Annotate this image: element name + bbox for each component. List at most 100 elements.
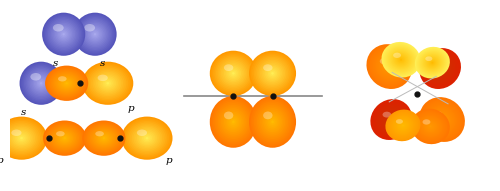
Ellipse shape xyxy=(382,42,420,78)
Ellipse shape xyxy=(422,51,458,86)
Ellipse shape xyxy=(101,78,114,89)
Ellipse shape xyxy=(426,55,454,82)
Ellipse shape xyxy=(414,111,448,142)
Ellipse shape xyxy=(418,116,442,137)
Ellipse shape xyxy=(37,79,46,87)
Ellipse shape xyxy=(383,43,419,76)
Ellipse shape xyxy=(430,125,432,127)
Ellipse shape xyxy=(213,54,254,93)
Ellipse shape xyxy=(79,18,111,50)
Ellipse shape xyxy=(92,70,123,96)
Ellipse shape xyxy=(146,137,148,140)
Ellipse shape xyxy=(58,28,70,40)
Ellipse shape xyxy=(368,46,410,87)
Ellipse shape xyxy=(126,121,168,155)
Ellipse shape xyxy=(421,49,460,88)
Ellipse shape xyxy=(420,51,445,74)
Ellipse shape xyxy=(48,68,86,99)
Ellipse shape xyxy=(382,110,401,129)
Ellipse shape xyxy=(12,129,32,147)
Ellipse shape xyxy=(44,14,84,54)
Ellipse shape xyxy=(45,66,88,101)
Ellipse shape xyxy=(96,131,104,136)
Ellipse shape xyxy=(411,109,450,144)
Ellipse shape xyxy=(440,118,444,121)
Ellipse shape xyxy=(53,24,64,32)
Ellipse shape xyxy=(424,52,457,85)
Ellipse shape xyxy=(260,108,285,136)
Ellipse shape xyxy=(380,109,402,130)
Ellipse shape xyxy=(50,21,76,47)
Ellipse shape xyxy=(270,118,276,125)
Ellipse shape xyxy=(28,70,54,96)
Ellipse shape xyxy=(386,64,392,70)
Ellipse shape xyxy=(76,15,114,53)
Ellipse shape xyxy=(26,67,57,99)
Ellipse shape xyxy=(429,59,436,66)
Ellipse shape xyxy=(434,112,450,127)
Ellipse shape xyxy=(85,24,105,44)
Ellipse shape xyxy=(268,69,277,78)
Ellipse shape xyxy=(370,47,409,86)
Ellipse shape xyxy=(441,118,444,121)
Ellipse shape xyxy=(84,23,106,46)
Text: p: p xyxy=(166,156,172,165)
Ellipse shape xyxy=(84,24,95,32)
Ellipse shape xyxy=(390,50,411,69)
Ellipse shape xyxy=(400,59,402,61)
Ellipse shape xyxy=(60,30,68,39)
Ellipse shape xyxy=(432,62,433,63)
Ellipse shape xyxy=(396,119,410,132)
Ellipse shape xyxy=(146,137,148,139)
Ellipse shape xyxy=(45,15,82,53)
Ellipse shape xyxy=(27,69,56,98)
Ellipse shape xyxy=(398,57,404,62)
Ellipse shape xyxy=(384,44,418,75)
Ellipse shape xyxy=(89,67,126,99)
Ellipse shape xyxy=(31,73,51,93)
Ellipse shape xyxy=(222,110,244,134)
Ellipse shape xyxy=(254,55,292,91)
Ellipse shape xyxy=(24,66,58,100)
Ellipse shape xyxy=(86,124,121,152)
Ellipse shape xyxy=(58,132,72,144)
Ellipse shape xyxy=(30,72,52,95)
Ellipse shape xyxy=(388,66,390,68)
Ellipse shape xyxy=(84,122,124,155)
Ellipse shape xyxy=(53,129,76,148)
Ellipse shape xyxy=(387,115,396,124)
Ellipse shape xyxy=(264,113,280,130)
Ellipse shape xyxy=(263,64,272,71)
Ellipse shape xyxy=(219,60,248,87)
Ellipse shape xyxy=(422,100,462,139)
Ellipse shape xyxy=(380,58,398,75)
Ellipse shape xyxy=(94,33,96,35)
Ellipse shape xyxy=(263,112,282,132)
Text: s: s xyxy=(21,108,26,117)
Ellipse shape xyxy=(20,137,23,140)
Ellipse shape xyxy=(44,122,85,155)
Ellipse shape xyxy=(88,66,128,100)
Ellipse shape xyxy=(103,137,105,139)
Ellipse shape xyxy=(56,27,71,41)
Ellipse shape xyxy=(74,13,116,56)
Ellipse shape xyxy=(91,69,125,98)
Ellipse shape xyxy=(22,65,60,102)
Ellipse shape xyxy=(62,136,68,141)
Ellipse shape xyxy=(430,59,450,78)
Ellipse shape xyxy=(135,128,159,148)
Ellipse shape xyxy=(400,122,406,129)
Ellipse shape xyxy=(260,61,285,85)
Ellipse shape xyxy=(416,113,444,139)
Ellipse shape xyxy=(374,103,408,136)
Ellipse shape xyxy=(55,26,72,43)
Ellipse shape xyxy=(42,13,86,56)
Ellipse shape xyxy=(257,105,288,139)
Ellipse shape xyxy=(21,63,61,103)
Ellipse shape xyxy=(90,30,100,39)
Ellipse shape xyxy=(252,54,293,93)
Ellipse shape xyxy=(378,106,405,133)
Ellipse shape xyxy=(426,57,438,68)
Ellipse shape xyxy=(386,114,396,125)
Ellipse shape xyxy=(86,65,130,102)
